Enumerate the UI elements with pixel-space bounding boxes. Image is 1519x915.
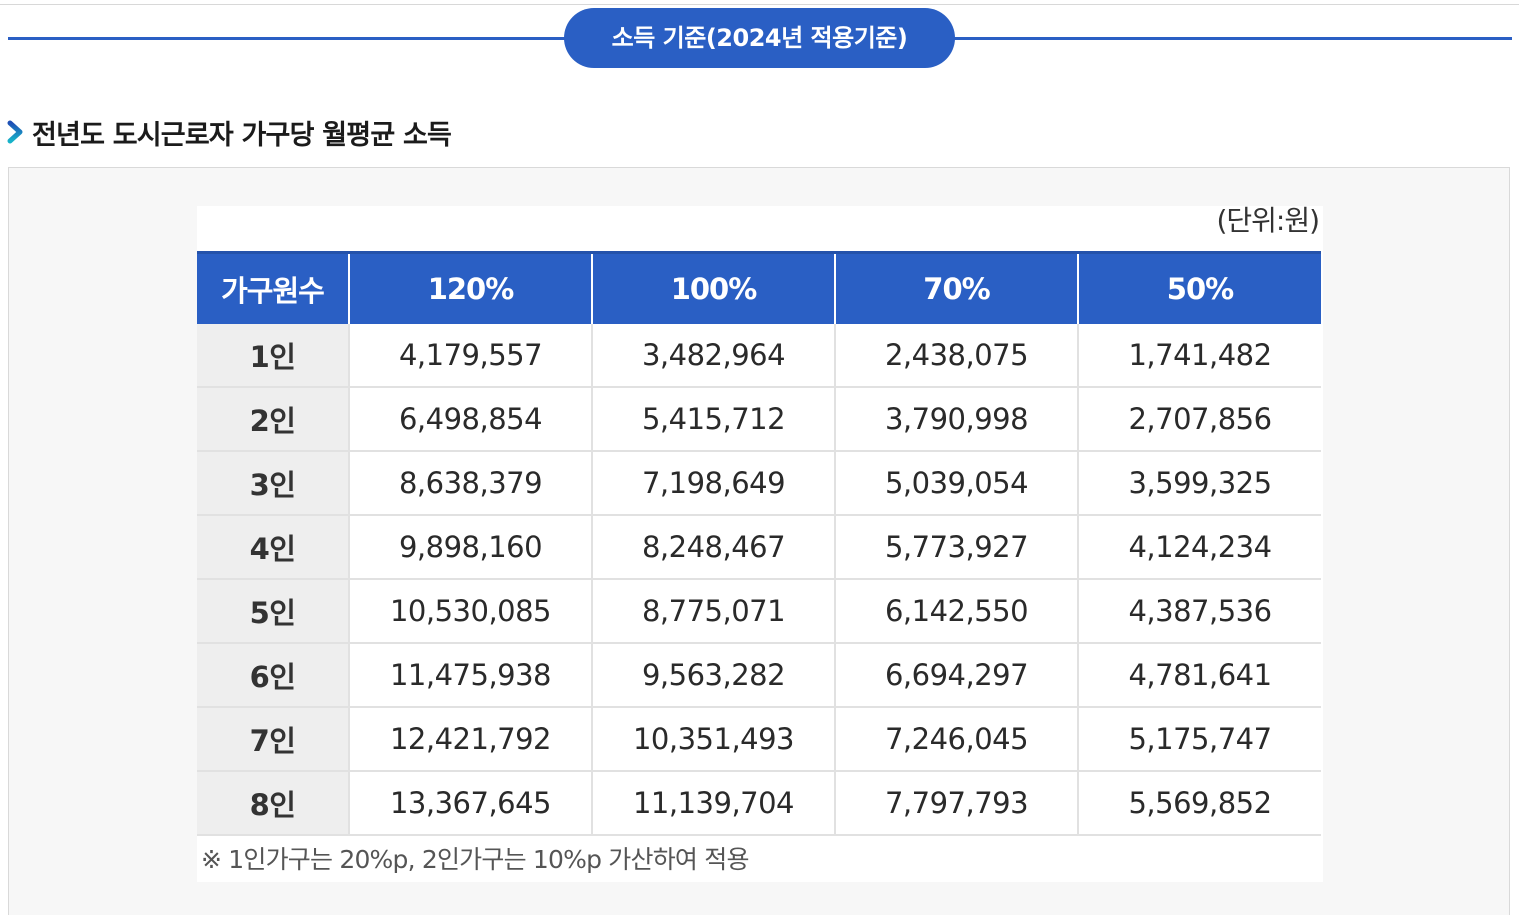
table-cell: 2,707,856 <box>1078 387 1321 452</box>
section-title: 전년도 도시근로자 가구당 월평균 소득 <box>32 119 452 151</box>
row-label: 5인 <box>197 579 350 644</box>
top-divider <box>0 4 1519 5</box>
table-row: 6인 11,475,938 9,563,282 6,694,297 4,781,… <box>197 643 1321 708</box>
table-cell: 6,694,297 <box>835 643 1079 708</box>
table-cell: 5,773,927 <box>835 515 1079 580</box>
table-cell: 5,569,852 <box>1078 771 1321 836</box>
table-header-row: 가구원수 120% 100% 70% 50% <box>197 251 1321 324</box>
table-cell: 11,139,704 <box>592 771 836 836</box>
table-cell: 7,797,793 <box>835 771 1079 836</box>
table-row: 4인 9,898,160 8,248,467 5,773,927 4,124,2… <box>197 515 1321 580</box>
table-row: 5인 10,530,085 8,775,071 6,142,550 4,387,… <box>197 579 1321 644</box>
table-row: 2인 6,498,854 5,415,712 3,790,998 2,707,8… <box>197 387 1321 452</box>
table-cell: 4,179,557 <box>349 324 593 388</box>
table-cell: 6,142,550 <box>835 579 1079 644</box>
table-row: 8인 13,367,645 11,139,704 7,797,793 5,569… <box>197 771 1321 836</box>
table-cell: 1,741,482 <box>1078 324 1321 388</box>
table-cell: 11,475,938 <box>349 643 593 708</box>
header-120-percent: 120% <box>349 251 593 324</box>
table-cell: 4,387,536 <box>1078 579 1321 644</box>
row-label: 3인 <box>197 451 350 516</box>
table-card: (단위:원) 가구원수 120% 100% 70% 50% <box>197 206 1323 882</box>
row-label: 7인 <box>197 707 350 772</box>
table-cell: 13,367,645 <box>349 771 593 836</box>
table-cell: 9,898,160 <box>349 515 593 580</box>
table-cell: 4,124,234 <box>1078 515 1321 580</box>
row-label: 1인 <box>197 324 350 388</box>
header-household-size: 가구원수 <box>197 251 350 324</box>
section-heading: 전년도 도시근로자 가구당 월평균 소득 <box>6 110 452 154</box>
table-footnote: ※ 1인가구는 20%p, 2인가구는 10%p 가산하여 적용 <box>201 845 749 874</box>
table-cell: 6,498,854 <box>349 387 593 452</box>
header-50-percent: 50% <box>1078 251 1321 324</box>
table-cell: 10,351,493 <box>592 707 836 772</box>
table-cell: 7,198,649 <box>592 451 836 516</box>
table-cell: 7,246,045 <box>835 707 1079 772</box>
header-100-percent: 100% <box>592 251 836 324</box>
table-cell: 2,438,075 <box>835 324 1079 388</box>
table-row: 7인 12,421,792 10,351,493 7,246,045 5,175… <box>197 707 1321 772</box>
row-label: 8인 <box>197 771 350 836</box>
chevron-right-icon <box>7 120 23 144</box>
table-row: 1인 4,179,557 3,482,964 2,438,075 1,741,4… <box>197 324 1321 388</box>
table-row: 3인 8,638,379 7,198,649 5,039,054 3,599,3… <box>197 451 1321 516</box>
table-cell: 8,638,379 <box>349 451 593 516</box>
row-label: 2인 <box>197 387 350 452</box>
table-cell: 3,599,325 <box>1078 451 1321 516</box>
row-label: 4인 <box>197 515 350 580</box>
table-cell: 5,175,747 <box>1078 707 1321 772</box>
table-cell: 12,421,792 <box>349 707 593 772</box>
table-cell: 5,039,054 <box>835 451 1079 516</box>
header-70-percent: 70% <box>835 251 1079 324</box>
income-table: 가구원수 120% 100% 70% 50% 1인 4,179,557 3,48… <box>197 251 1321 836</box>
unit-label: (단위:원) <box>1216 204 1320 237</box>
table-cell: 5,415,712 <box>592 387 836 452</box>
table-cell: 3,790,998 <box>835 387 1079 452</box>
table-cell: 8,248,467 <box>592 515 836 580</box>
table-cell: 9,563,282 <box>592 643 836 708</box>
table-cell: 10,530,085 <box>349 579 593 644</box>
table-cell: 8,775,071 <box>592 579 836 644</box>
table-cell: 4,781,641 <box>1078 643 1321 708</box>
banner-title: 소득 기준(2024년 적용기준) <box>564 8 955 68</box>
table-cell: 3,482,964 <box>592 324 836 388</box>
row-label: 6인 <box>197 643 350 708</box>
